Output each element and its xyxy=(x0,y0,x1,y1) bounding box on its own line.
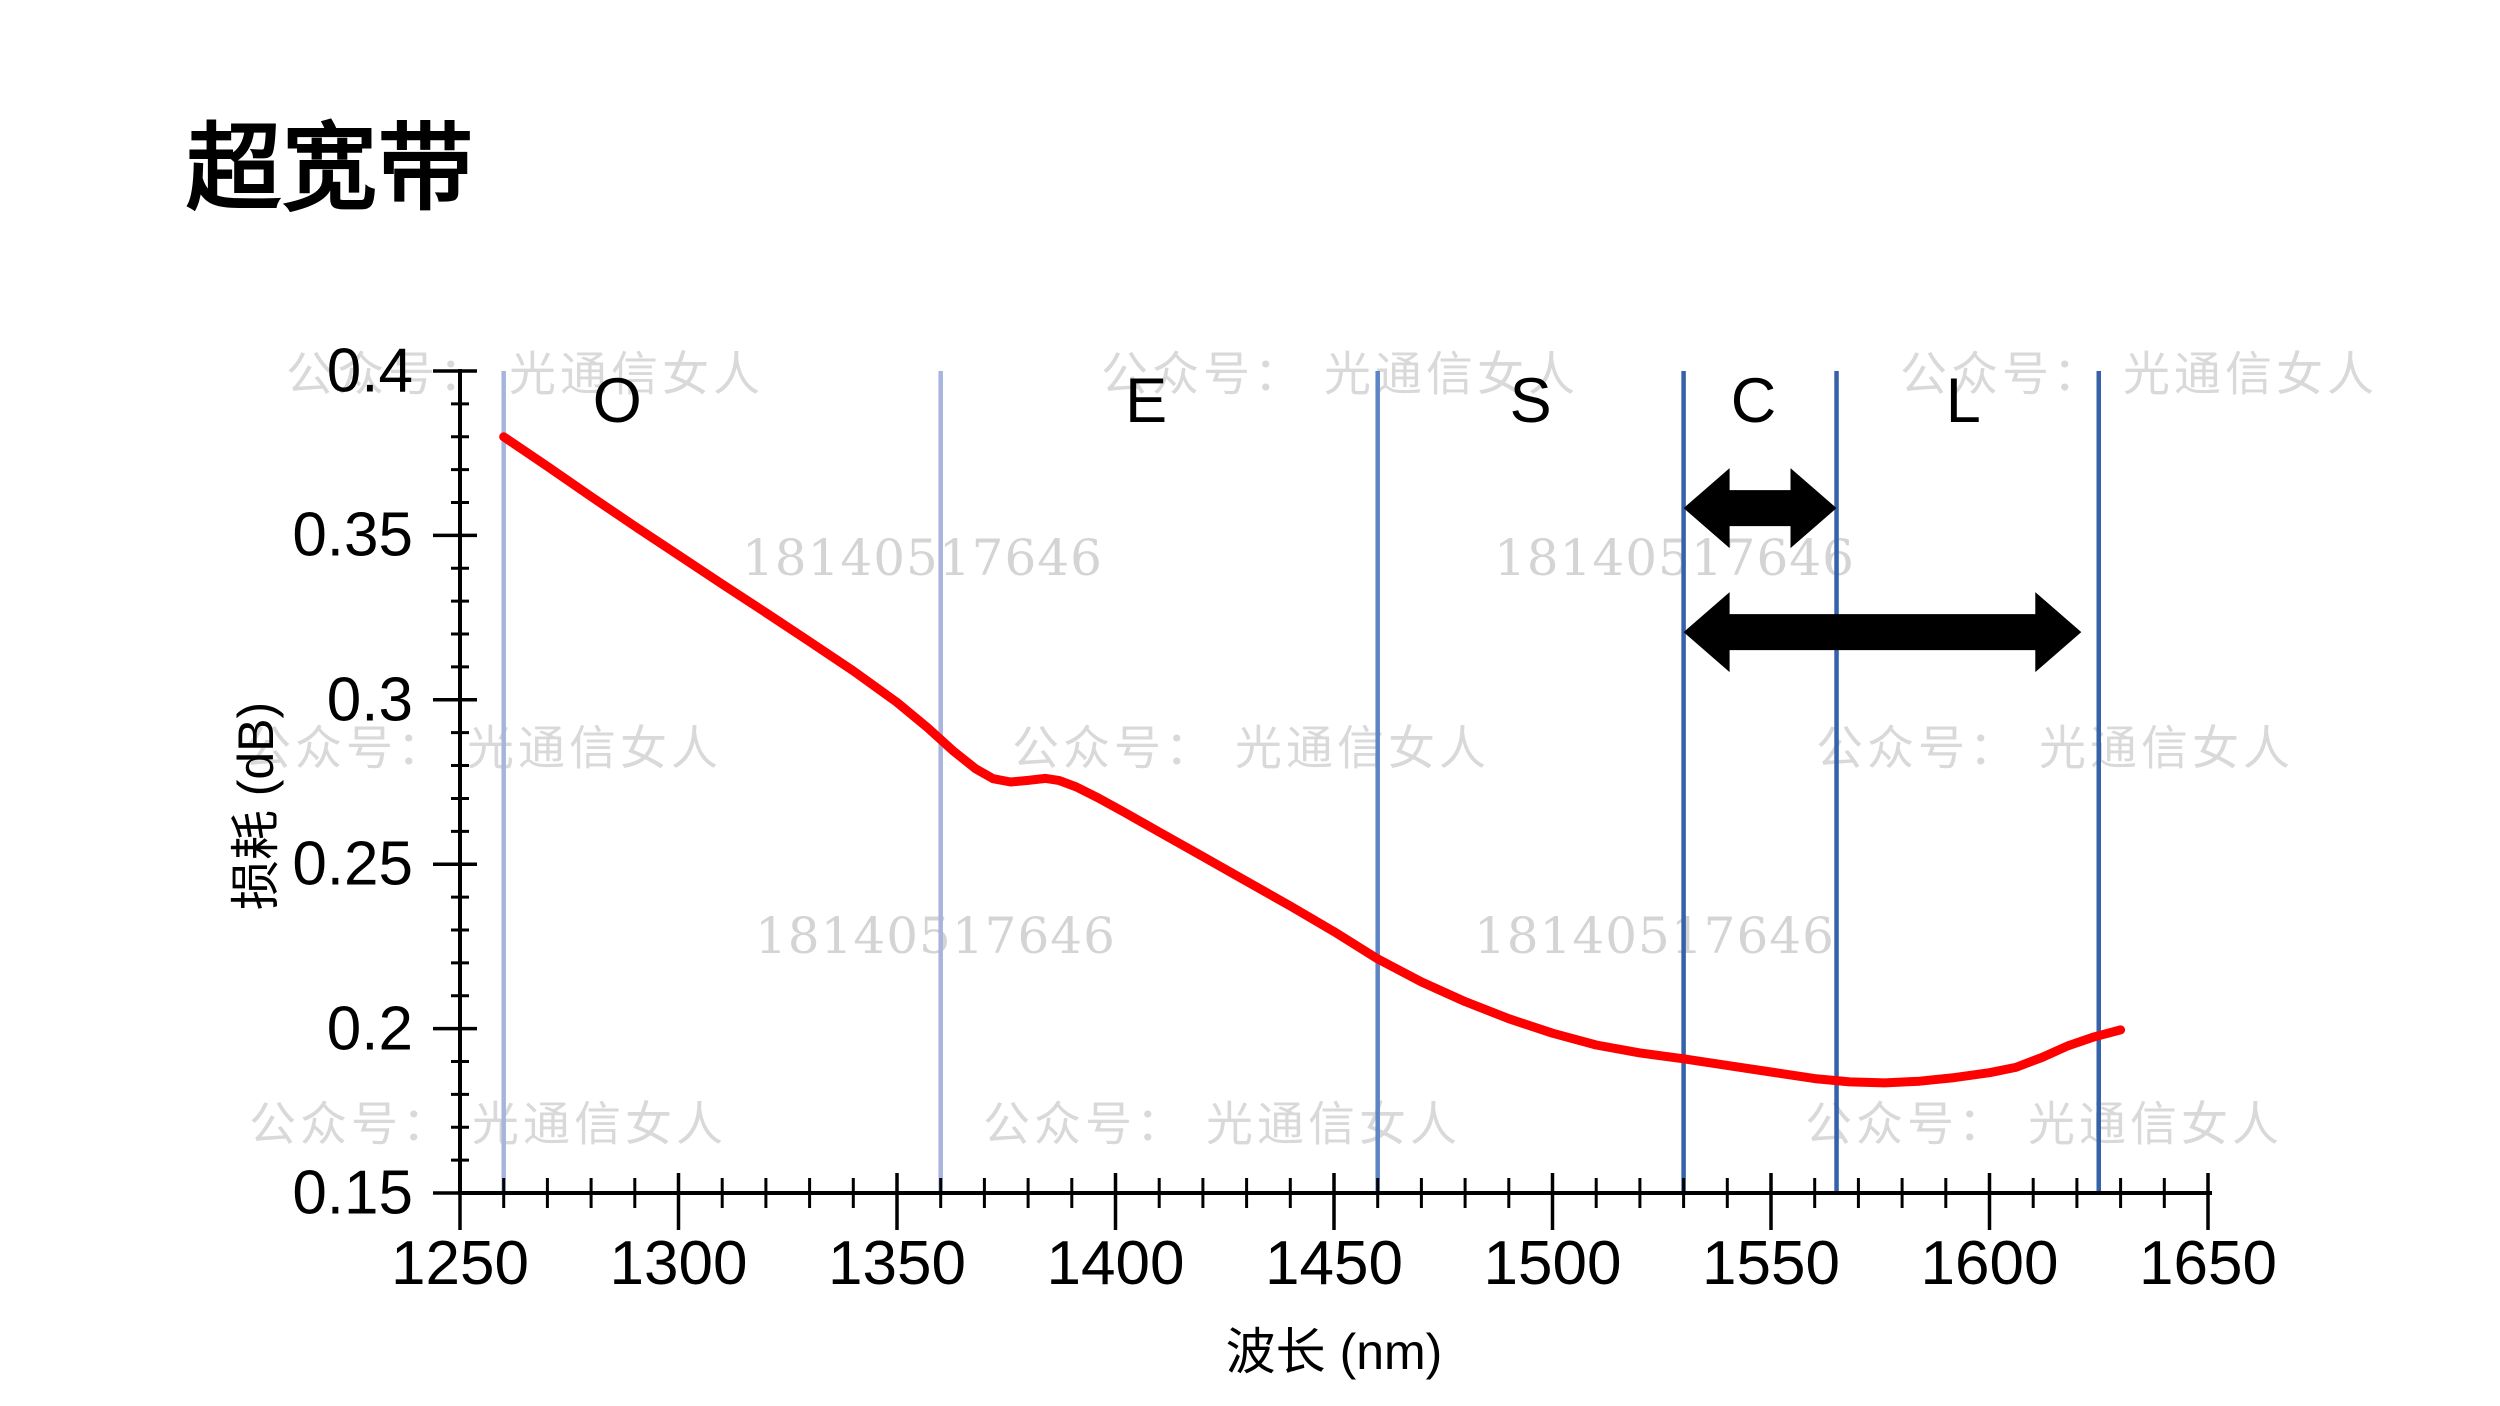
c-band-arrow xyxy=(1683,468,1837,549)
loss-curve-fiber-loss-spectrum xyxy=(499,432,2126,1088)
x-tick-label-1500: 1500 xyxy=(1483,1229,1622,1298)
band-label-E: E xyxy=(1125,366,1168,436)
y-tick-label-0.35: 0.35 xyxy=(292,500,413,570)
y-tick-label-0.4: 0.4 xyxy=(326,336,413,406)
x-tick-label-1350: 1350 xyxy=(828,1229,966,1298)
x-tick-label-1550: 1550 xyxy=(1702,1229,1840,1298)
c-plus-l-band-arrow xyxy=(1683,592,2082,673)
x-axis-title: 波长 (nm) xyxy=(1225,1324,1443,1380)
x-tick-label-1400: 1400 xyxy=(1046,1229,1185,1298)
band-label-L: L xyxy=(1945,366,1981,436)
y-tick-label-0.25: 0.25 xyxy=(292,829,413,899)
x-tick-label-1450: 1450 xyxy=(1265,1229,1403,1298)
y-tick-label-0.15: 0.15 xyxy=(292,1158,413,1228)
axes xyxy=(433,369,2212,1230)
x-tick-label-1300: 1300 xyxy=(609,1229,748,1298)
x-tick-label-1250: 1250 xyxy=(391,1229,529,1298)
y-tick-label-0.2: 0.2 xyxy=(326,994,413,1064)
band-arrows xyxy=(1683,468,2082,673)
loss-curve xyxy=(499,432,2126,1088)
y-axis-title: 损耗 (dB) xyxy=(228,701,284,911)
band-label-C: C xyxy=(1730,366,1777,436)
x-tick-label-1600: 1600 xyxy=(1920,1229,2059,1298)
band-boundary-lines xyxy=(501,371,2101,1193)
y-tick-label-0.3: 0.3 xyxy=(326,665,413,735)
band-label-O: O xyxy=(592,366,642,436)
band-label-S: S xyxy=(1509,366,1552,436)
page-title: 超宽带 xyxy=(186,116,475,222)
x-tick-label-1650: 1650 xyxy=(2139,1229,2277,1298)
